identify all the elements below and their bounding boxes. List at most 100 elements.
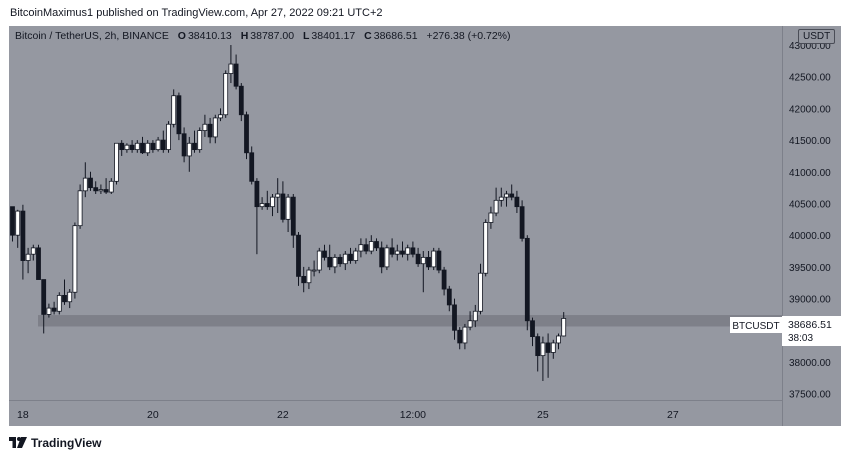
candle-body-down (322, 250, 327, 258)
candle-body-down (280, 193, 286, 220)
candle-body-down (519, 206, 525, 239)
legend-symbol: Bitcoin / TetherUS, 2h, BINANCE (15, 30, 169, 42)
candle-body-down (160, 139, 166, 151)
footer-branding: TradingView (9, 434, 101, 452)
candle-body-down (327, 256, 333, 268)
price-tick-label: 37500.00 (789, 390, 831, 401)
candle (483, 219, 489, 277)
candle-body-down (524, 237, 530, 322)
candle (124, 143, 130, 153)
candle (176, 92, 182, 141)
candle (285, 193, 291, 233)
candle-body-down (436, 250, 442, 271)
candle-body-up (275, 193, 281, 198)
candle-body-down (545, 342, 551, 353)
candle-body-up (358, 244, 364, 252)
candle (223, 70, 229, 118)
candle (368, 235, 374, 255)
candle-body-down (207, 123, 213, 138)
candle (103, 178, 109, 194)
price-tick-label: 38000.00 (789, 358, 831, 369)
candle-body-down (10, 206, 15, 236)
candle-body-up (550, 342, 556, 353)
candle (431, 247, 437, 271)
candle-body-up (171, 95, 177, 125)
candle (337, 254, 343, 267)
price-tick-label: 42500.00 (789, 73, 831, 84)
candle (524, 235, 530, 331)
candle (82, 162, 88, 198)
candle-body-down (36, 247, 41, 280)
candle-body-down (535, 336, 541, 357)
candle (20, 204, 26, 280)
candle (446, 285, 452, 312)
candle (197, 127, 203, 153)
price-tick-label: 41000.00 (789, 168, 831, 179)
candle-body-up (472, 310, 478, 322)
candle (316, 247, 322, 274)
currency-button[interactable]: USDT (798, 29, 836, 44)
chart-panel[interactable]: Bitcoin / TetherUS, 2h, BINANCE O 38410.1… (9, 26, 841, 426)
candle-body-down (140, 142, 145, 154)
candle-body-up (186, 142, 192, 157)
legend-low-label: L (303, 30, 310, 42)
candle (218, 108, 223, 122)
candle-body-up (504, 193, 509, 198)
candle-body-up (30, 247, 36, 255)
candle (140, 136, 145, 155)
candle (478, 263, 483, 315)
candle-body-down (103, 189, 109, 193)
candle (550, 339, 556, 359)
candle (150, 140, 156, 153)
candle-body-down (238, 85, 244, 116)
candle-body-up (46, 307, 52, 315)
candle-body-up (556, 335, 561, 344)
candle (504, 190, 509, 207)
candle-body-up (420, 256, 426, 265)
time-tick-label: 22 (277, 409, 289, 421)
candle-body-down (379, 247, 385, 268)
candle-body-down (457, 329, 463, 344)
candle (493, 187, 499, 217)
price-tick-label: 39000.00 (789, 295, 831, 306)
candle-body-up (311, 269, 317, 272)
candle-body-down (374, 241, 379, 249)
candle-body-up (98, 189, 104, 192)
candle (405, 244, 411, 261)
candle-body-down (301, 275, 307, 284)
candle (270, 193, 275, 217)
candle-body-up (493, 199, 499, 214)
candle (379, 241, 385, 274)
candle (301, 266, 307, 293)
candle (561, 312, 567, 337)
candle-body-up (353, 250, 359, 261)
candle (249, 146, 255, 185)
candle (384, 244, 390, 271)
candle (556, 333, 561, 350)
candle (171, 89, 177, 128)
candle (15, 209, 21, 248)
price-tick-label: 40000.00 (789, 231, 831, 242)
candle (519, 200, 525, 242)
candle-body-up (15, 210, 21, 236)
candle (192, 130, 197, 153)
price-tick-label: 43000.00 (789, 41, 831, 52)
tradingview-logo-icon (9, 437, 27, 448)
candle (98, 184, 104, 194)
plot-area[interactable]: Bitcoin / TetherUS, 2h, BINANCE O 38410.1… (9, 26, 782, 400)
candlestick-chart[interactable] (9, 26, 782, 400)
candle-body-down (181, 133, 187, 157)
candle-body-down (20, 210, 26, 261)
price-axis[interactable]: 43000.00 42500.00 42000.00 41500.00 41000.00… (782, 26, 842, 426)
candle (290, 193, 296, 248)
legend-high-label: H (240, 30, 249, 42)
candle (348, 247, 353, 264)
time-tick-label: 20 (147, 409, 159, 421)
candle (93, 181, 99, 194)
time-tick-label: 18 (17, 409, 29, 421)
header-bar: BitcoinMaximus1 published on TradingView… (0, 0, 850, 26)
candle (374, 238, 379, 252)
price-axis-labels: 43000.00 42500.00 42000.00 41500.00 41000.00… (789, 41, 831, 401)
